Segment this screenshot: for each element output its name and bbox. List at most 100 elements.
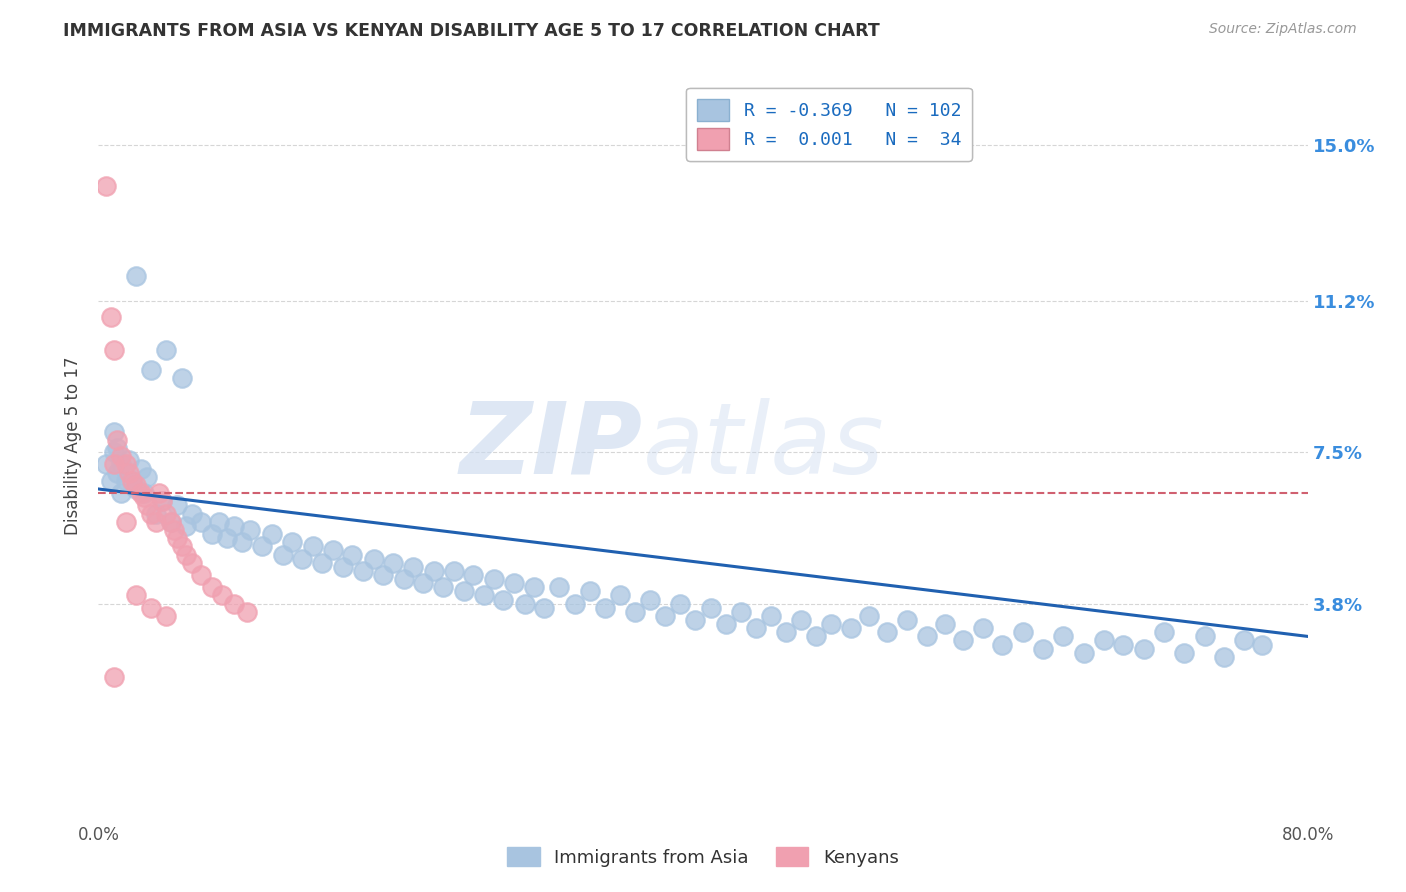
- Point: [110, 458, 132, 472]
- Point: [402, 559, 425, 574]
- Point: [1173, 646, 1195, 660]
- Point: [876, 625, 898, 640]
- Point: [382, 556, 405, 570]
- Point: [759, 608, 782, 623]
- Point: [1092, 633, 1115, 648]
- Point: [148, 486, 170, 500]
- Point: [934, 617, 956, 632]
- Point: [991, 638, 1014, 652]
- Point: [105, 466, 128, 480]
- Point: [166, 531, 188, 545]
- Point: [699, 600, 721, 615]
- Point: [503, 576, 526, 591]
- Point: [291, 551, 314, 566]
- Point: [215, 531, 238, 545]
- Point: [463, 568, 485, 582]
- Point: [160, 515, 183, 529]
- Point: [533, 600, 555, 615]
- Point: [775, 625, 797, 640]
- Point: [302, 539, 325, 553]
- Point: [224, 597, 246, 611]
- Point: [432, 580, 454, 594]
- Point: [103, 458, 125, 472]
- Point: [155, 608, 177, 623]
- Point: [170, 539, 193, 553]
- Point: [745, 621, 768, 635]
- Point: [150, 494, 173, 508]
- Point: [915, 629, 938, 643]
- Point: [94, 179, 117, 194]
- Point: [1112, 638, 1135, 652]
- Point: [513, 597, 536, 611]
- Point: [105, 433, 128, 447]
- Point: [181, 507, 204, 521]
- Point: [201, 580, 224, 594]
- Point: [132, 490, 155, 504]
- Point: [472, 589, 495, 603]
- Point: [114, 474, 136, 488]
- Point: [100, 474, 122, 488]
- Point: [208, 515, 231, 529]
- Point: [371, 568, 394, 582]
- Point: [160, 515, 183, 529]
- Point: [453, 584, 475, 599]
- Point: [1133, 641, 1156, 656]
- Point: [114, 458, 136, 472]
- Point: [110, 449, 132, 463]
- Text: IMMIGRANTS FROM ASIA VS KENYAN DISABILITY AGE 5 TO 17 CORRELATION CHART: IMMIGRANTS FROM ASIA VS KENYAN DISABILIT…: [63, 22, 880, 40]
- Point: [201, 527, 224, 541]
- Point: [593, 600, 616, 615]
- Point: [141, 600, 163, 615]
- Point: [105, 441, 128, 455]
- Point: [224, 519, 246, 533]
- Point: [145, 515, 167, 529]
- Point: [352, 564, 374, 578]
- Point: [952, 633, 974, 648]
- Point: [125, 589, 148, 603]
- Point: [332, 559, 354, 574]
- Point: [103, 445, 125, 459]
- Point: [121, 474, 143, 488]
- Point: [972, 621, 994, 635]
- Point: [190, 568, 212, 582]
- Legend: R = -0.369   N = 102, R =  0.001   N =  34: R = -0.369 N = 102, R = 0.001 N = 34: [686, 88, 972, 161]
- Point: [281, 535, 304, 549]
- Point: [166, 499, 188, 513]
- Point: [363, 551, 385, 566]
- Point: [141, 507, 163, 521]
- Point: [624, 605, 647, 619]
- Point: [311, 556, 333, 570]
- Point: [412, 576, 434, 591]
- Point: [125, 482, 148, 496]
- Point: [121, 474, 143, 488]
- Point: [322, 543, 344, 558]
- Point: [118, 453, 141, 467]
- Point: [896, 613, 918, 627]
- Point: [1012, 625, 1035, 640]
- Point: [250, 539, 273, 553]
- Point: [103, 670, 125, 684]
- Point: [1032, 641, 1054, 656]
- Point: [100, 310, 122, 324]
- Point: [806, 629, 828, 643]
- Point: [132, 486, 155, 500]
- Point: [155, 507, 177, 521]
- Point: [94, 458, 117, 472]
- Point: [1213, 649, 1236, 664]
- Point: [141, 363, 163, 377]
- Point: [155, 343, 177, 357]
- Point: [790, 613, 813, 627]
- Point: [125, 478, 148, 492]
- Point: [190, 515, 212, 529]
- Point: [548, 580, 571, 594]
- Point: [654, 608, 676, 623]
- Point: [1052, 629, 1074, 643]
- Y-axis label: Disability Age 5 to 17: Disability Age 5 to 17: [65, 357, 83, 535]
- Point: [174, 548, 197, 562]
- Legend: Immigrants from Asia, Kenyans: Immigrants from Asia, Kenyans: [501, 840, 905, 874]
- Point: [181, 556, 204, 570]
- Point: [135, 469, 157, 483]
- Point: [1251, 638, 1274, 652]
- Point: [492, 592, 515, 607]
- Point: [271, 548, 294, 562]
